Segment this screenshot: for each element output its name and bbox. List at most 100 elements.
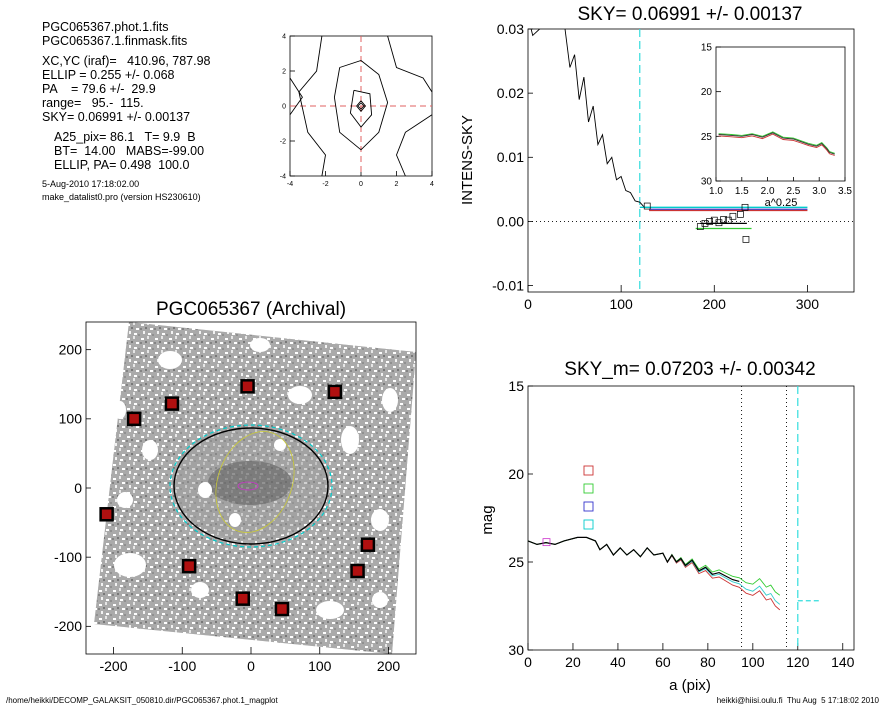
mag-x-tick-label: 60 [655,654,671,670]
sky-y-tick-label: 0.02 [497,85,524,101]
sky-y-tick-label: 0.00 [497,213,524,229]
program-version: make_datalist0.pro (version HS230610) [42,192,201,202]
mag-xlabel: a (pix) [669,677,711,694]
contour-x-tick-label: 2 [395,181,399,188]
sky-x-tick-label: 200 [703,296,727,312]
inset-profile-black [718,132,835,155]
contour-line [333,59,389,151]
inset-x-tick-label: 1.5 [735,186,749,197]
mag-x-tick-label: 100 [741,654,765,670]
sky-sample-square [724,216,732,224]
sky-ylabel: INTENS-SKY [459,115,476,205]
contour-line [396,114,433,177]
info-panel: PGC065367.phot.1.fits PGC065367.1.finmas… [42,20,211,204]
sky-sample-square [643,202,651,210]
file-name-1: PGC065367.phot.1.fits [42,20,169,34]
mag-x-tick-label: 120 [786,654,810,670]
sky-sample-square [706,218,713,225]
contour-line [356,100,366,113]
footer-credit: heikki@hiisi.oulu.fi Thu Aug 5 17:18:02 … [716,696,879,705]
pa-value: PA = 79.6 +/- 29.9 [42,82,156,96]
sky-value: SKY= 0.06991 +/- 0.00137 [42,110,191,124]
image-y-tick-label: 200 [59,342,83,358]
sky-sample-square [720,216,727,223]
isophote-outer [169,424,333,548]
mag-legend-square [583,519,594,530]
sky-y-tick-label: 0.03 [497,21,524,37]
inset-profile-red [718,133,835,156]
sky-sample-square [741,203,749,211]
file-name-2: PGC065367.1.finmask.fits [42,34,188,48]
contour-y-tick-label: -2 [280,138,286,145]
contour-center-marker [357,102,365,110]
mag-marker-square [542,538,551,547]
isophote-yellow [215,431,295,533]
mag-y-tick-label: 30 [508,642,524,658]
mag-x-tick-label: 0 [524,654,532,670]
contour-line [298,35,326,177]
image-x-tick-label: -200 [99,658,127,674]
sky-y-tick-label: -0.01 [492,277,524,293]
sky-y-tick-label: 0.01 [497,149,524,165]
contour-line [289,77,303,116]
inset-profile-green [718,131,835,154]
image-x-tick-label: 200 [377,658,401,674]
image-x-tick-label: -100 [168,658,196,674]
contour-y-tick-label: -4 [280,173,286,180]
mag-ylabel: mag [479,505,496,534]
range-value: range= 95.- 115. [42,96,144,110]
masked-star-marker [274,601,290,617]
mag-y-tick-label: 15 [508,378,524,394]
mag-profile-black [527,536,740,582]
contour-y-tick-label: 4 [282,33,286,40]
contour-y-tick-label: 2 [282,68,286,75]
masked-star-marker [240,379,255,394]
mag-x-tick-label: 20 [565,654,581,670]
mag-y-tick-label: 20 [508,466,524,482]
contour-x-tick-label: -4 [287,181,293,188]
masked-star-marker [164,396,180,411]
contour-line [349,89,373,128]
contour-y-tick-label: 0 [282,103,286,110]
contour-line [387,35,433,93]
image-title: PGC065367 (Archival) [156,299,346,320]
isophote-black [173,427,329,545]
image-y-tick-label: 0 [74,480,82,496]
inset-y-tick-label: 20 [701,87,713,98]
inset-x-tick-label: 3.0 [812,186,826,197]
mag-y-tick-label: 25 [508,554,524,570]
inset-x-tick-label: 2.0 [761,186,775,197]
center-coords: XC,YC (iraf)= 410.96, 787.98 [42,54,211,68]
mag-legend-square [583,465,594,476]
mag-plot-frame [527,385,855,651]
masked-star-marker [126,411,142,427]
masked-star-marker [360,537,376,552]
inset-x-tick-label: 2.5 [786,186,800,197]
sky-x-tick-label: 300 [796,296,820,312]
inset-x-tick-label: 3.5 [838,186,852,197]
galaxy-image [94,322,416,654]
masked-star-marker [350,563,365,579]
image-y-tick-label: 100 [59,411,83,427]
date-stamp: 5-Aug-2010 17:18:02.00 [42,179,140,189]
mag-x-tick-label: 140 [831,654,855,670]
sky-sample-square [701,220,709,227]
inset-x-tick-label: 1.0 [709,186,723,197]
mag-legend-square [583,483,594,494]
contour-x-tick-label: 0 [359,181,363,188]
mag-x-tick-label: 80 [700,654,716,670]
masked-star-marker [235,591,250,606]
ellip-value: ELLIP = 0.255 +/- 0.068 [42,68,175,82]
inset-y-tick-label: 15 [701,43,713,54]
inset-y-tick-label: 30 [701,177,713,188]
isophote-magenta [237,481,259,491]
mag-title: SKY_m= 0.07203 +/- 0.00342 [564,359,815,380]
sky-x-tick-label: 100 [609,296,633,312]
masked-star-marker [99,507,114,522]
footer-path: /home/heikki/DECOMP_GALAKSIT_050810.dir/… [6,696,278,705]
inset-y-tick-label: 25 [701,132,713,143]
mag-profile-red [527,536,781,611]
sky-plot-frame [527,28,855,293]
sky-sample-square [737,211,744,218]
